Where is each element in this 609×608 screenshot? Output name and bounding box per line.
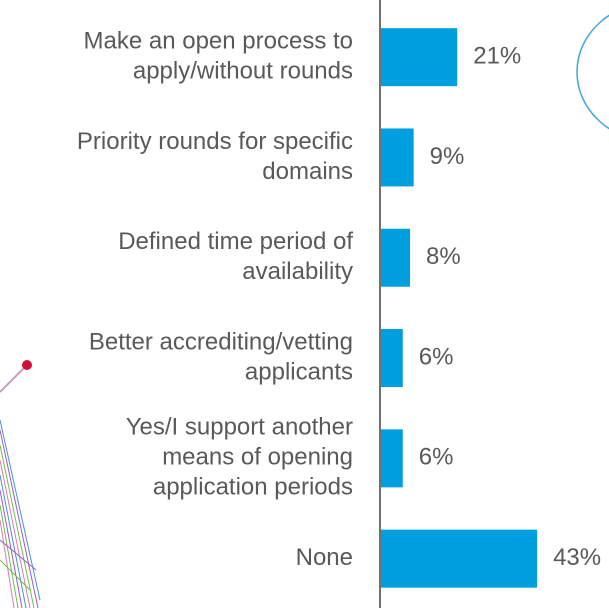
category-label: Yes/I support another [126, 414, 353, 441]
category-label: application periods [153, 474, 353, 501]
value-label: 8% [426, 243, 461, 270]
bar [381, 530, 537, 588]
value-label: 9% [430, 143, 465, 170]
chart: Make an open process to apply/without rou… [0, 0, 609, 608]
bar [381, 28, 457, 86]
category-label: availability [242, 258, 353, 285]
category-label: apply/without rounds [133, 57, 353, 84]
decoration [0, 2, 609, 608]
category-label: None [296, 544, 353, 571]
category-label: Priority rounds for specific [77, 128, 353, 155]
bar [381, 429, 403, 487]
value-label: 6% [419, 343, 454, 370]
category-label: means of opening [162, 444, 353, 471]
category-label: applicants [245, 358, 353, 385]
category-label: Defined time period of [118, 228, 353, 255]
value-label: 6% [419, 444, 454, 471]
bar [381, 128, 414, 186]
bar [381, 329, 403, 387]
category-label: Make an open process to [84, 27, 354, 54]
category-label: Better accrediting/vetting [89, 328, 353, 355]
value-label: 21% [473, 42, 521, 69]
value-label: 43% [553, 544, 601, 571]
category-label: domains [262, 158, 353, 185]
bar [381, 229, 410, 287]
